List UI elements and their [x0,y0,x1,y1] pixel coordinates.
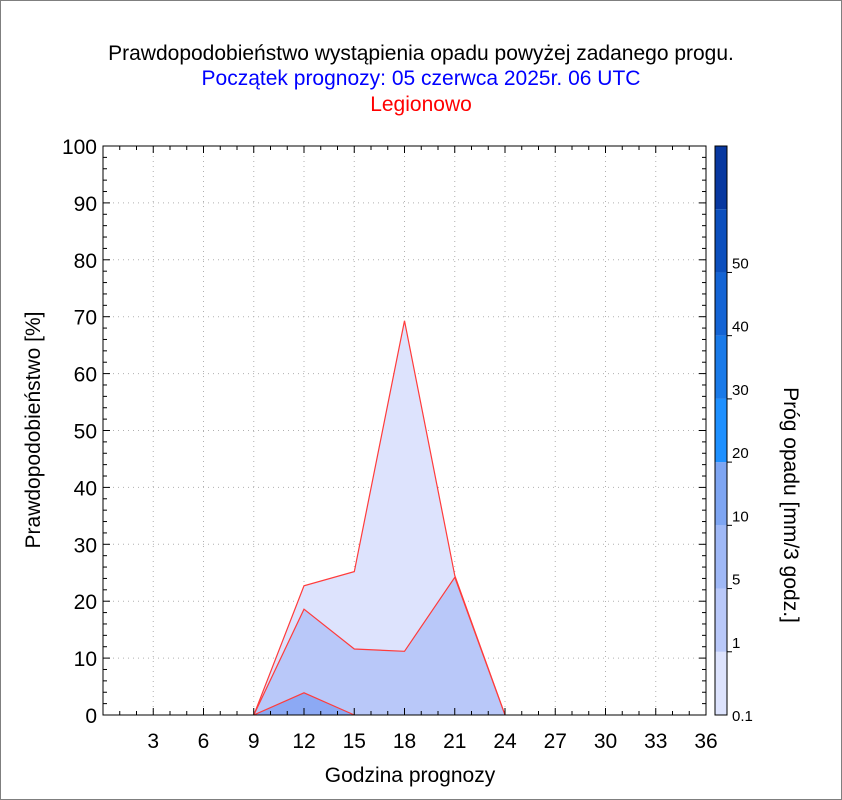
y-tick-label: 70 [74,307,97,330]
x-tick-label: 27 [544,730,567,753]
x-tick-label: 6 [198,730,210,753]
x-tick-label: 9 [248,730,260,753]
colorbar-segment [715,398,727,463]
colorbar-segment [715,525,727,589]
colorbar-segment [715,146,727,210]
x-tick-label: 21 [443,730,466,753]
series-area-1 [253,577,505,715]
y-tick-label: 60 [74,364,97,387]
grid [103,146,706,715]
colorbar-tick-label: 1 [732,635,740,652]
colorbar-border [714,145,728,716]
colorbar-label: Próg opadu [mm/3 godz.] [779,387,802,623]
y-tick-label: 20 [74,591,97,614]
x-tick-label: 15 [343,730,366,753]
x-tick-label: 30 [594,730,617,753]
x-axis-label: Godzina prognozy [325,764,496,787]
y-tick-label: 100 [62,136,97,159]
x-tick-label: 36 [694,730,717,753]
colorbar-tick-label: 30 [732,382,749,399]
axis-ticks: 3 6 9 12 15 18 21 24 27 30 33 360102030405060708090… [62,136,718,753]
series-area-5 [253,692,355,715]
series-line-1 [253,575,506,716]
y-tick-label: 40 [74,477,97,500]
y-axis-label: Prawdopodobieństwo [%] [22,312,45,549]
y-tick-label: 30 [74,534,97,557]
colorbar-tick-label: 20 [732,445,749,462]
y-tick-label: 80 [74,250,97,273]
series-areas [253,320,506,716]
colorbar-tick-label: 50 [732,255,749,272]
y-tick-label: 90 [74,193,97,216]
colorbar: 0.1 1 5 10 20 30 40 50 [714,145,753,725]
chart-title: Prawdopodobieństwo wystąpienia opadu pow… [108,42,734,65]
axis-labels: Godzina prognozy Prawdopodobieństwo [%] … [22,312,802,787]
colorbar-segment [715,272,727,336]
x-tick-label: 33 [644,730,667,753]
location-name: Legionowo [370,93,472,116]
colorbar-segment [715,335,727,399]
colorbar-segment [715,209,727,273]
colorbar-segment [715,462,727,526]
colorbar-segment [715,588,727,652]
colorbar-tick-label: 10 [732,508,749,525]
colorbar-segment [715,651,727,715]
forecast-start: Początek prognozy: 05 czerwca 2025r. 06 … [201,67,641,90]
y-tick-label: 50 [74,421,97,444]
x-tick-label: 12 [292,730,315,753]
x-tick-label: 3 [147,730,159,753]
series-line-5 [253,692,355,716]
x-tick-label: 24 [493,730,517,753]
y-tick-label: 0 [85,705,97,728]
colorbar-tick-label: 0.1 [732,708,753,725]
colorbar-tick-label: 40 [732,319,749,336]
colorbar-tick-label: 5 [732,572,740,589]
x-tick-label: 18 [393,730,416,753]
y-tick-label: 10 [74,648,97,671]
